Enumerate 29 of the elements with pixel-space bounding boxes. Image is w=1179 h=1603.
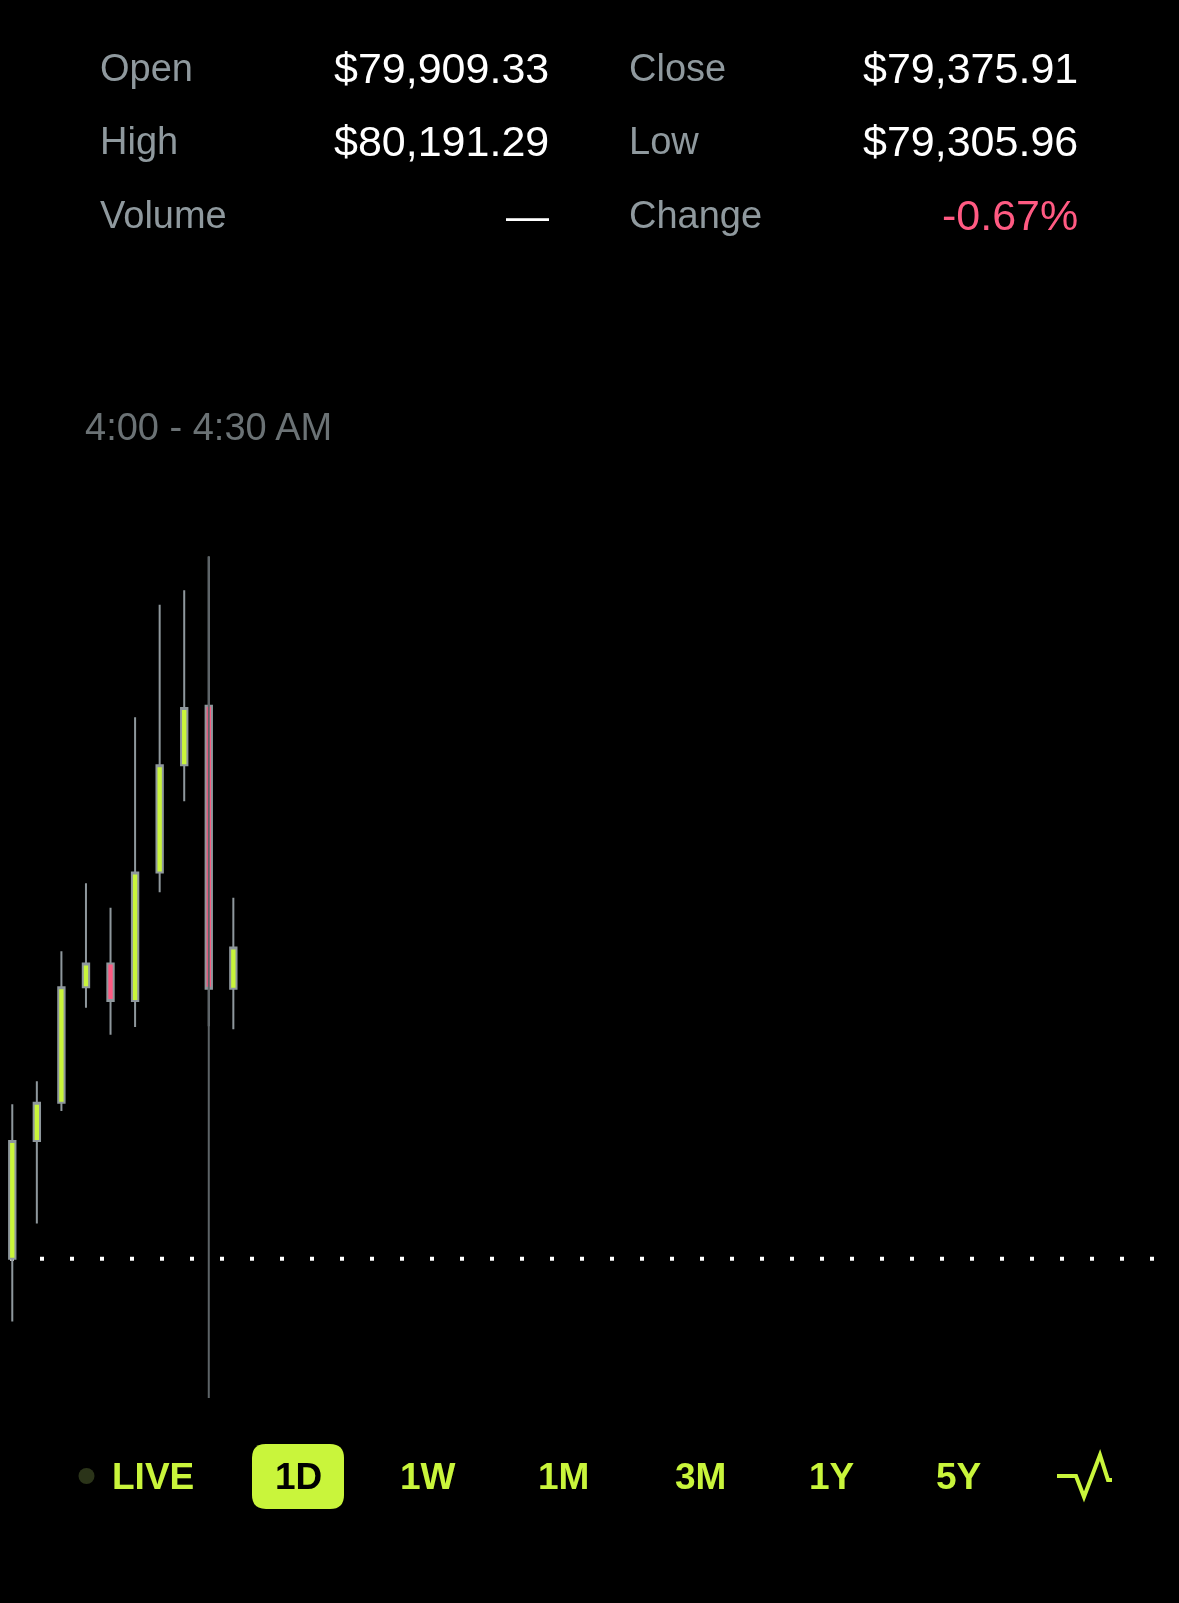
text: 1Y bbox=[809, 1456, 855, 1497]
text: 1W bbox=[400, 1456, 456, 1497]
candlestick bbox=[57, 950, 66, 1113]
text: $79,305.96 bbox=[863, 117, 1079, 165]
text: Close bbox=[629, 47, 727, 89]
text: $79,909.33 bbox=[334, 44, 550, 92]
candlestick bbox=[229, 896, 238, 1031]
candlestick bbox=[130, 716, 140, 1028]
text: — bbox=[506, 191, 549, 239]
text: Change bbox=[629, 194, 763, 236]
candlestick bbox=[180, 589, 189, 803]
text: Low bbox=[629, 120, 700, 162]
candlestick bbox=[106, 906, 115, 1036]
text: $80,191.29 bbox=[334, 117, 550, 165]
text: $79,375.91 bbox=[863, 44, 1079, 92]
text: 3M bbox=[675, 1456, 727, 1497]
text: High bbox=[100, 120, 179, 162]
text: -0.67% bbox=[942, 191, 1079, 239]
text: Open bbox=[100, 47, 193, 89]
candlestick bbox=[81, 882, 91, 1009]
candlestick bbox=[8, 1103, 17, 1323]
text: 1D bbox=[275, 1456, 323, 1497]
text: 5Y bbox=[936, 1456, 982, 1497]
text: LIVE bbox=[112, 1456, 195, 1497]
candlestick bbox=[32, 1080, 42, 1225]
text: 4:00 - 4:30 AM bbox=[85, 406, 333, 448]
text: Volume bbox=[100, 194, 227, 236]
text: 1M bbox=[538, 1456, 590, 1497]
candlestick bbox=[155, 603, 164, 894]
